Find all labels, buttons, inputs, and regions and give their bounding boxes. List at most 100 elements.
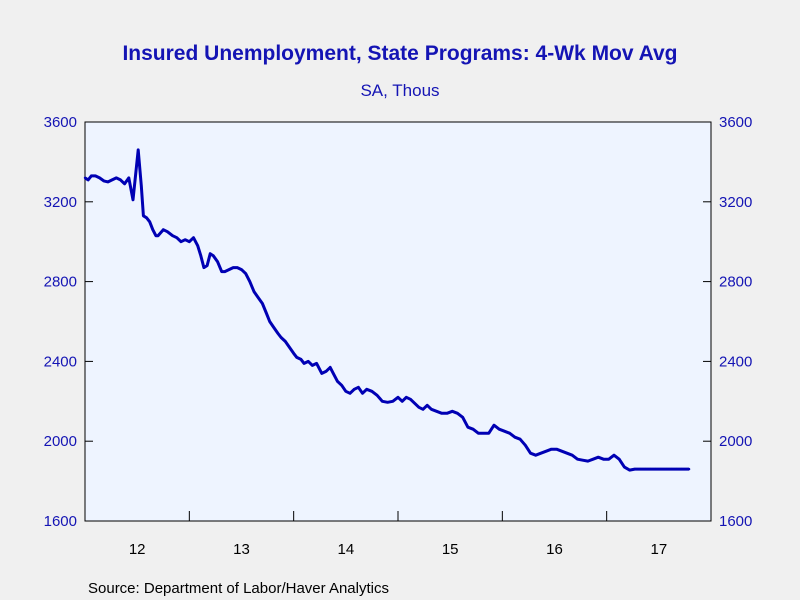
data-point bbox=[664, 467, 668, 471]
data-point bbox=[137, 148, 140, 152]
data-point bbox=[670, 467, 673, 471]
data-point bbox=[628, 468, 631, 472]
data-point bbox=[119, 178, 122, 182]
data-point bbox=[162, 228, 165, 231]
y-axis-left: 1600 2000 2400 2800 3200 3600 bbox=[44, 114, 93, 530]
data-point bbox=[140, 184, 143, 188]
data-point bbox=[487, 432, 490, 435]
data-point bbox=[324, 370, 328, 373]
data-point bbox=[513, 436, 517, 439]
data-point bbox=[175, 236, 179, 239]
data-point bbox=[644, 467, 647, 471]
data-point bbox=[268, 320, 271, 323]
data-point bbox=[417, 406, 421, 409]
x-tick-label: 15 bbox=[442, 541, 459, 558]
data-point bbox=[498, 428, 501, 431]
data-point bbox=[623, 465, 626, 469]
y-tick-label-left: 2800 bbox=[44, 274, 77, 291]
data-point bbox=[336, 380, 339, 383]
data-point bbox=[413, 402, 416, 405]
data-point bbox=[83, 176, 87, 180]
x-tick-label: 16 bbox=[546, 541, 563, 558]
data-point bbox=[276, 332, 280, 335]
data-point bbox=[166, 230, 169, 233]
data-point bbox=[571, 453, 574, 457]
x-tick-label: 17 bbox=[650, 541, 667, 558]
data-point bbox=[649, 467, 652, 471]
data-point bbox=[409, 398, 412, 401]
y-axis-right: 1600 2000 2400 2800 3200 3600 bbox=[703, 114, 752, 530]
data-point bbox=[555, 447, 558, 451]
data-point bbox=[202, 266, 206, 269]
data-point bbox=[466, 426, 470, 429]
data-point bbox=[248, 280, 252, 283]
data-point bbox=[581, 458, 584, 462]
data-point bbox=[252, 290, 256, 293]
data-point bbox=[638, 467, 642, 471]
data-point bbox=[288, 346, 291, 349]
data-point bbox=[352, 388, 356, 391]
data-point bbox=[576, 457, 579, 461]
data-point bbox=[183, 238, 187, 241]
data-point bbox=[332, 372, 335, 375]
data-point bbox=[680, 467, 683, 471]
data-point bbox=[156, 234, 160, 237]
data-point bbox=[550, 447, 553, 451]
data-point bbox=[196, 244, 199, 247]
data-point bbox=[560, 449, 564, 453]
data-point bbox=[361, 392, 364, 395]
data-point bbox=[612, 453, 616, 457]
data-point bbox=[375, 394, 379, 397]
data-point bbox=[98, 176, 101, 180]
data-point bbox=[220, 270, 223, 273]
data-point bbox=[370, 390, 374, 393]
y-tick-label-right: 1600 bbox=[719, 513, 752, 530]
data-point bbox=[477, 432, 480, 435]
data-point bbox=[617, 457, 621, 461]
data-point bbox=[302, 362, 306, 365]
data-point bbox=[597, 455, 600, 459]
data-point bbox=[236, 266, 239, 269]
data-point bbox=[471, 428, 475, 431]
data-point bbox=[456, 412, 459, 415]
data-point bbox=[90, 174, 93, 178]
data-point bbox=[482, 432, 485, 435]
data-point bbox=[311, 364, 314, 367]
data-point bbox=[461, 416, 464, 419]
data-point bbox=[115, 176, 118, 180]
data-point bbox=[396, 396, 400, 399]
data-point bbox=[102, 179, 105, 183]
data-point bbox=[503, 430, 506, 433]
data-point bbox=[529, 451, 532, 455]
y-tick-label-right: 3200 bbox=[719, 194, 752, 211]
data-point bbox=[148, 220, 151, 223]
data-point bbox=[445, 412, 449, 415]
data-point bbox=[142, 214, 145, 217]
data-point bbox=[94, 174, 97, 178]
data-point bbox=[320, 372, 324, 375]
data-point bbox=[188, 240, 191, 243]
y-tick-label-left: 3200 bbox=[44, 194, 77, 211]
data-point bbox=[675, 467, 678, 471]
x-tick-label: 13 bbox=[233, 541, 250, 558]
data-point bbox=[127, 176, 131, 180]
source-note: Source: Department of Labor/Haver Analyt… bbox=[88, 580, 389, 597]
data-point bbox=[659, 467, 663, 471]
y-tick-label-left: 2000 bbox=[44, 433, 77, 450]
data-point bbox=[131, 198, 135, 202]
data-point bbox=[212, 254, 215, 257]
data-point bbox=[565, 451, 569, 455]
data-point bbox=[687, 467, 691, 471]
data-point bbox=[315, 362, 318, 365]
data-point bbox=[216, 260, 219, 263]
data-point bbox=[381, 400, 384, 403]
data-point bbox=[328, 366, 332, 369]
data-point bbox=[199, 254, 203, 257]
series-points bbox=[83, 148, 691, 472]
data-point bbox=[340, 384, 343, 387]
data-point bbox=[633, 467, 637, 471]
data-point bbox=[524, 443, 527, 447]
data-point bbox=[492, 424, 496, 427]
data-point bbox=[685, 467, 689, 471]
data-point bbox=[244, 272, 247, 275]
